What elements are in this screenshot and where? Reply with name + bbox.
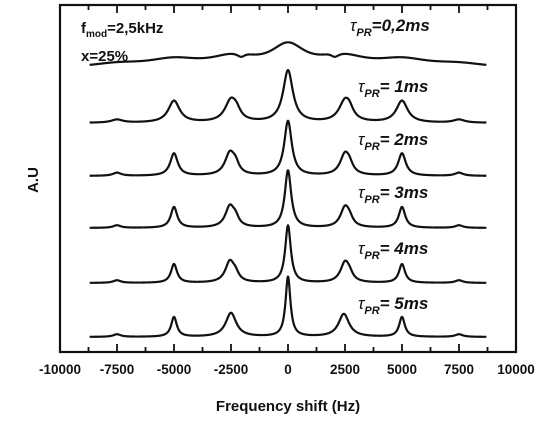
series-label-6: τPR= 5ms [358, 294, 428, 317]
series-line-3 [88, 119, 488, 177]
series-label-symbol: τ [358, 183, 366, 202]
series-label-2: τPR= 1ms [358, 77, 428, 100]
series-label-symbol: τ [358, 77, 366, 96]
x-tick-label: 7500 [444, 362, 474, 377]
x-tick-label: 5000 [387, 362, 417, 377]
series-line-6 [88, 275, 488, 338]
series-label-4: τPR= 3ms [358, 183, 428, 206]
series-line-1 [88, 41, 488, 66]
series-label-value: = 1ms [380, 77, 429, 96]
series-label-sub: PR [364, 141, 379, 153]
series-label-symbol: τ [358, 294, 366, 313]
series-label-value: = 5ms [380, 294, 429, 313]
x-tick-label: 10000 [497, 362, 535, 377]
series-label-value: = 2ms [380, 130, 429, 149]
series-label-3: τPR= 2ms [358, 130, 428, 153]
x-tick-label: -5000 [157, 362, 192, 377]
annotation-fmod: fmod=2,5kHz [81, 20, 163, 40]
series-label-sub: PR [364, 250, 379, 262]
x-axis-title: Frequency shift (Hz) [216, 398, 360, 415]
series-label-sub: PR [364, 194, 379, 206]
series-label-sub: PR [364, 88, 379, 100]
x-tick-label: -7500 [100, 362, 135, 377]
x-tick-label: -10000 [39, 362, 81, 377]
series-label-symbol: τ [358, 239, 366, 258]
x-tick-label: -2500 [214, 362, 249, 377]
series-line-2 [88, 68, 488, 124]
series-label-5: τPR= 4ms [358, 239, 428, 262]
series-label-1: τPR=0,2ms [350, 16, 430, 39]
annotation-fmod-sub: mod [86, 29, 107, 40]
x-axis-ticks: -10000 -7500 -5000 -2500 0 2500 5000 7500 10000 [39, 5, 535, 377]
series-label-value: = 3ms [380, 183, 429, 202]
series-traces [88, 41, 488, 338]
series-label-value: = 4ms [380, 239, 429, 258]
x-tick-label: 2500 [330, 362, 360, 377]
series-line-5 [88, 224, 488, 284]
series-label-value: =0,2ms [372, 16, 430, 35]
annotation-fmod-value: =2,5kHz [107, 20, 163, 37]
annotation-x: x=25% [81, 48, 128, 65]
series-label-symbol: τ [358, 130, 366, 149]
plot-frame [58, 3, 518, 354]
series-label-sub: PR [356, 27, 371, 39]
annotation-fmod-base: f [81, 20, 87, 37]
x-tick-label: 0 [284, 362, 292, 377]
series-line-4 [88, 169, 488, 229]
series-label-symbol: τ [350, 16, 358, 35]
series-label-sub: PR [364, 305, 379, 317]
y-axis-title: A.U [25, 167, 42, 193]
